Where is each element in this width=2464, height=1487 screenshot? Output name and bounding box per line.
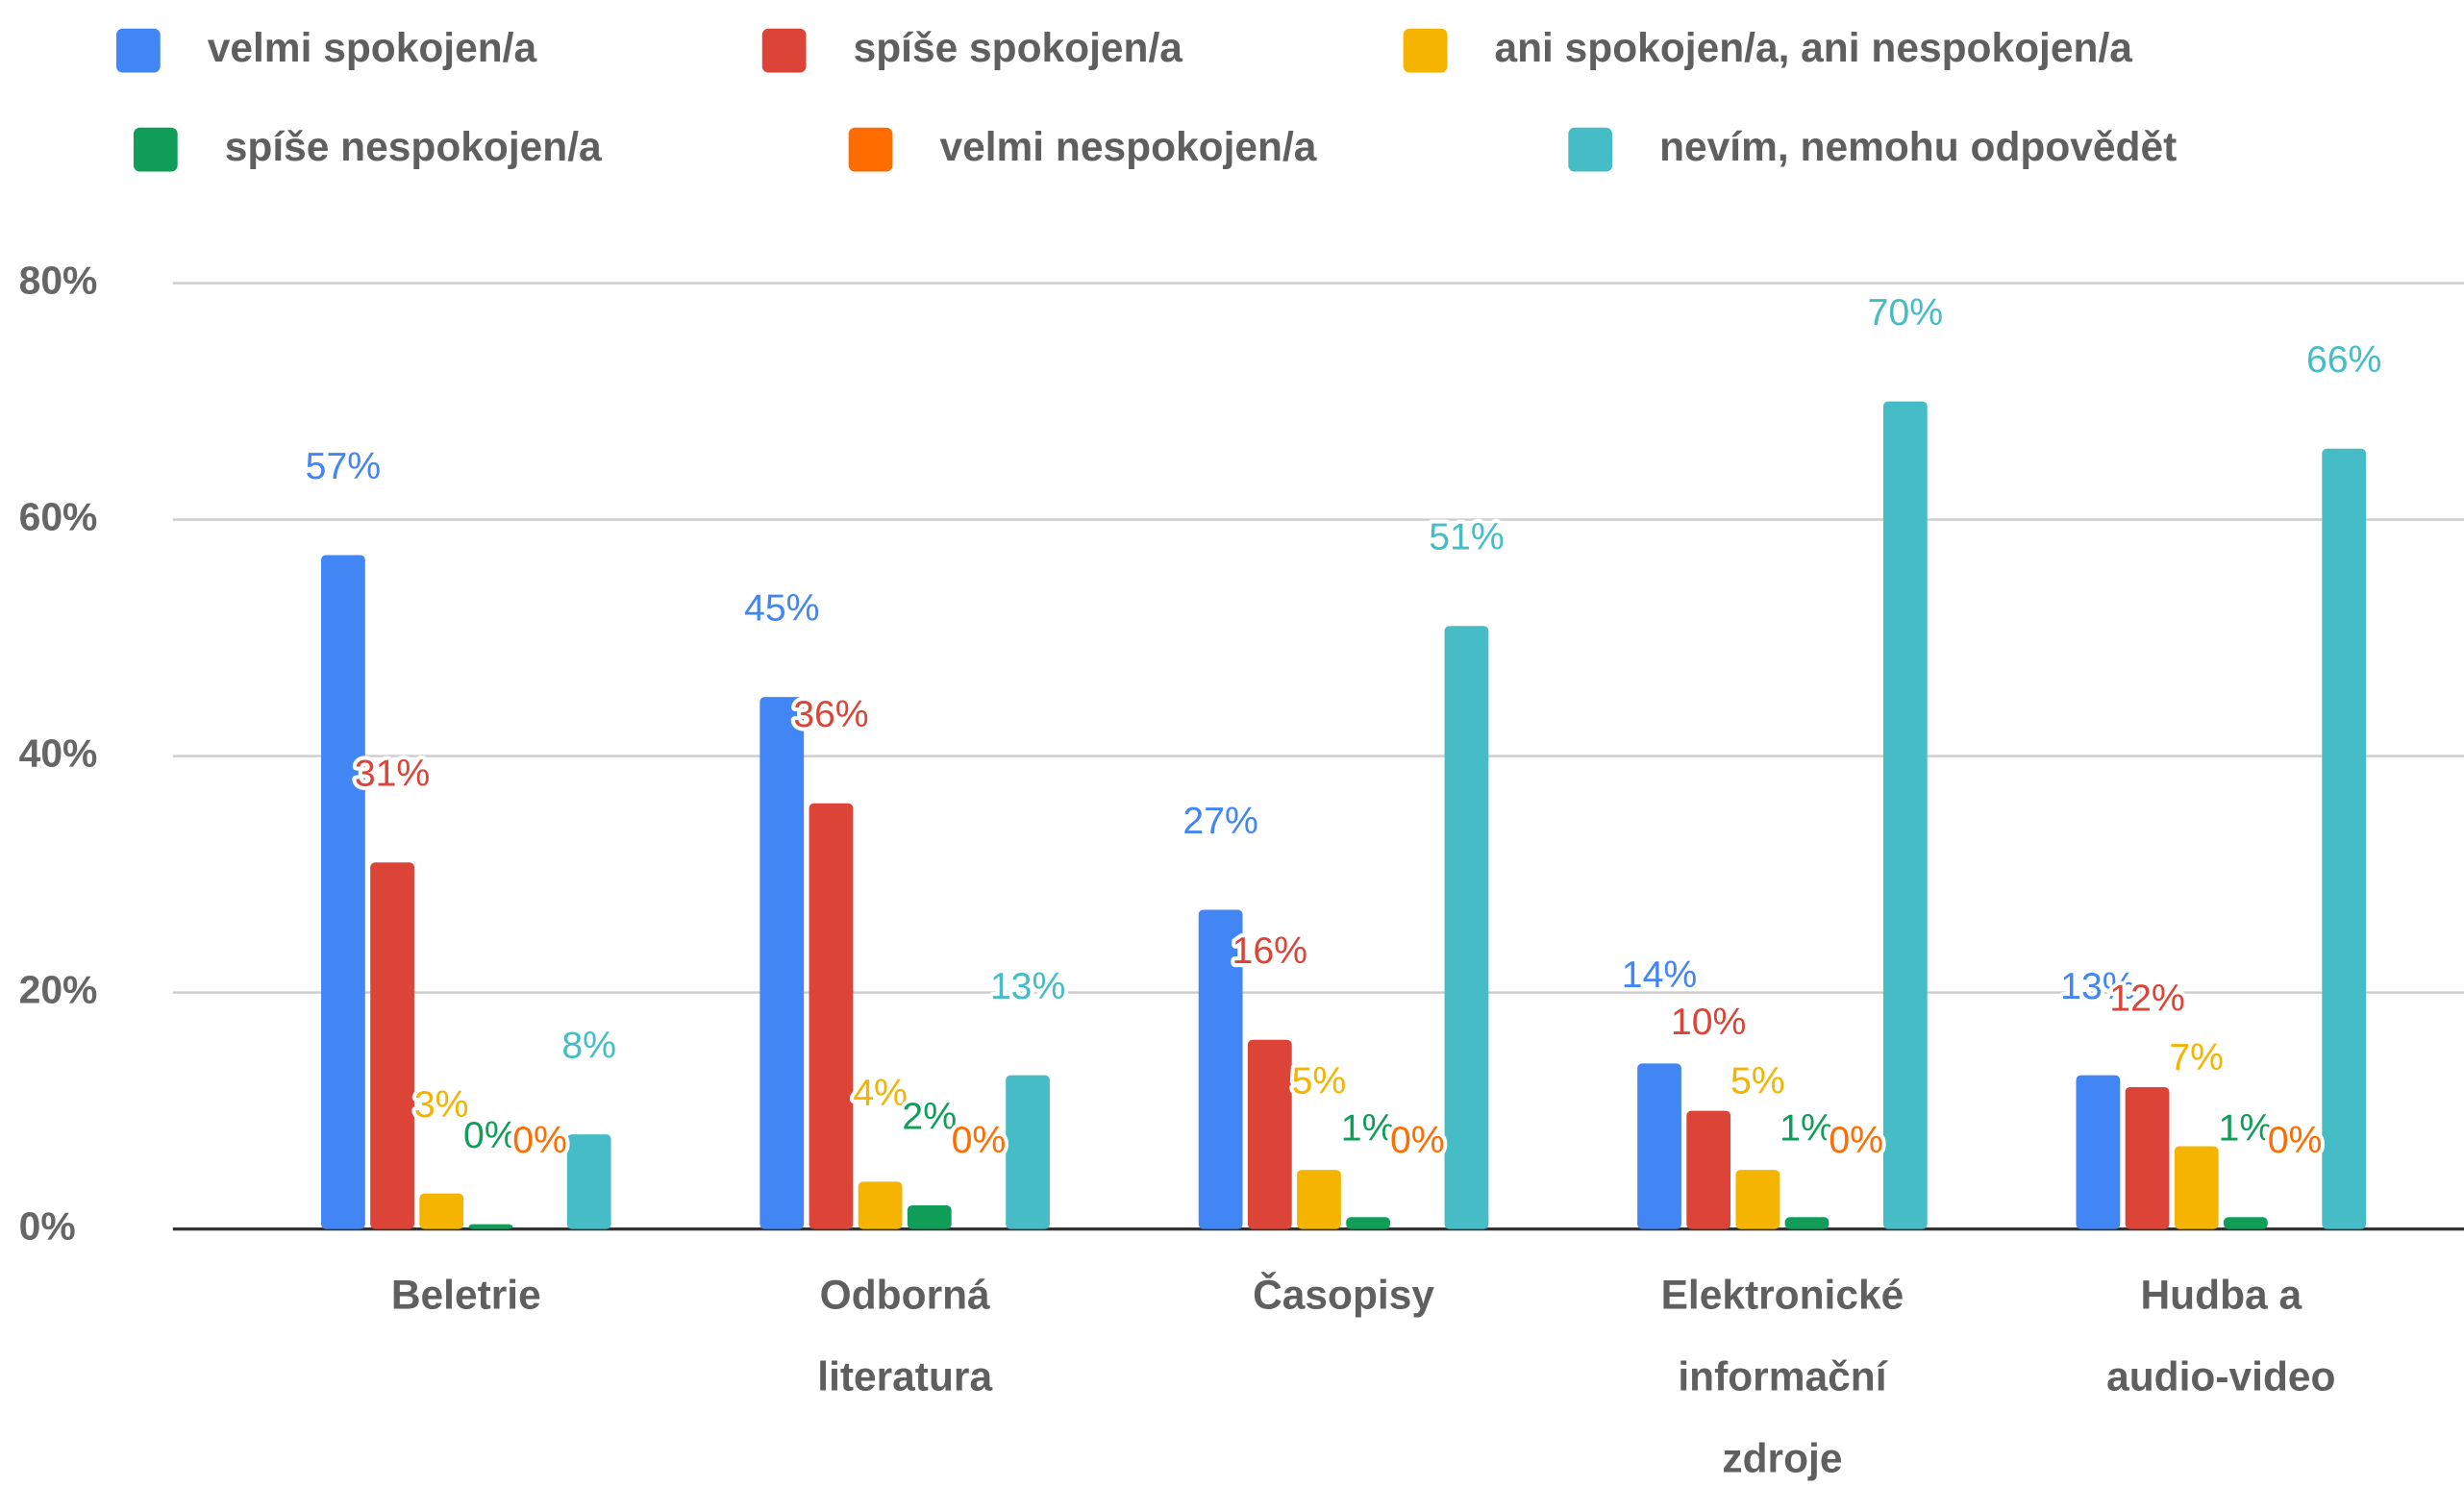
data-label: 13% <box>2060 965 2136 1007</box>
bar <box>321 555 365 1229</box>
data-label: 0% <box>952 1119 1007 1161</box>
data-label: 3% <box>414 1083 469 1126</box>
bar <box>419 1193 464 1229</box>
bar <box>1637 1063 1681 1229</box>
data-label: 51% <box>1429 516 1505 558</box>
x-tick-label: Odborná literatura <box>817 1274 992 1400</box>
bar <box>2174 1146 2219 1229</box>
data-label: 66% <box>2306 338 2382 381</box>
data-label: 12% <box>2109 977 2185 1019</box>
x-tick-label: Beletrie <box>391 1274 541 1319</box>
data-label: 13% <box>990 965 1066 1007</box>
bar <box>2322 448 2367 1229</box>
data-label: 10% <box>1671 1001 1747 1043</box>
legend-label: nevím, nemohu odpovědět <box>1659 125 2177 170</box>
data-label: 1% <box>2219 1107 2274 1150</box>
data-label: 16% <box>1232 929 1308 972</box>
bar <box>1198 909 1243 1229</box>
data-label: 45% <box>744 587 820 630</box>
data-label: 7% <box>2169 1036 2224 1078</box>
legend-label: velmi nespokojen/a <box>939 125 1316 170</box>
bar <box>2223 1217 2268 1229</box>
bar <box>2125 1086 2170 1229</box>
legend-label: spíše nespokojen/a <box>225 125 602 170</box>
data-label: 57% <box>306 445 382 487</box>
bar <box>809 803 854 1229</box>
bar <box>1346 1217 1391 1229</box>
bar <box>858 1181 903 1229</box>
bar <box>1882 401 1928 1229</box>
legend-swatch <box>1568 127 1613 172</box>
data-label: 27% <box>1182 800 1258 842</box>
data-label: 1% <box>1780 1107 1834 1150</box>
data-label: 5% <box>1292 1060 1347 1103</box>
data-label: 36% <box>793 693 869 735</box>
legend-swatch <box>848 127 893 172</box>
bar <box>2076 1075 2121 1229</box>
bar <box>1297 1170 1341 1229</box>
bar <box>1006 1075 1050 1229</box>
data-label: 5% <box>1730 1060 1785 1103</box>
legend-label: ani spokojen/a, ani nespokojen/a <box>1494 26 2132 71</box>
data-label: 0% <box>463 1114 518 1156</box>
y-tick-label: 40% <box>19 731 98 775</box>
x-tick-label: Časopisy <box>1253 1272 1434 1319</box>
legend-swatch <box>115 28 161 73</box>
legend-label: spíše spokojen/a <box>854 26 1183 71</box>
y-tick-label: 60% <box>19 494 98 538</box>
data-label: 0% <box>1390 1119 1445 1161</box>
y-tick-label: 80% <box>19 258 98 302</box>
bar <box>468 1224 513 1229</box>
bar <box>1444 626 1489 1229</box>
bar <box>1686 1110 1731 1229</box>
bar <box>907 1204 952 1229</box>
data-label: 1% <box>1341 1107 1396 1150</box>
data-label: 0% <box>512 1119 567 1161</box>
x-tick-label: Elektronické informační zdroje <box>1661 1274 1904 1482</box>
data-label: 8% <box>561 1025 616 1067</box>
bar <box>759 697 805 1229</box>
bar <box>1247 1039 1292 1229</box>
bar <box>370 862 414 1229</box>
bar <box>1784 1217 1829 1229</box>
y-tick-label: 0% <box>19 1203 76 1248</box>
data-label: 2% <box>902 1095 957 1137</box>
x-tick-label: Hudba a audio-video <box>2106 1274 2335 1400</box>
legend-label: velmi spokojen/a <box>208 26 537 71</box>
data-label: 31% <box>355 753 430 795</box>
data-label: 0% <box>1829 1119 1883 1161</box>
bar <box>1735 1170 1780 1229</box>
data-label: 4% <box>853 1072 908 1114</box>
legend-swatch <box>761 28 807 73</box>
data-label: 0% <box>2268 1119 2323 1161</box>
legend-swatch <box>1403 28 1448 73</box>
data-label: 14% <box>1622 954 1698 996</box>
legend-swatch <box>133 127 178 172</box>
bar <box>566 1134 611 1229</box>
y-tick-label: 20% <box>19 967 98 1011</box>
data-label: 70% <box>1868 291 1944 334</box>
